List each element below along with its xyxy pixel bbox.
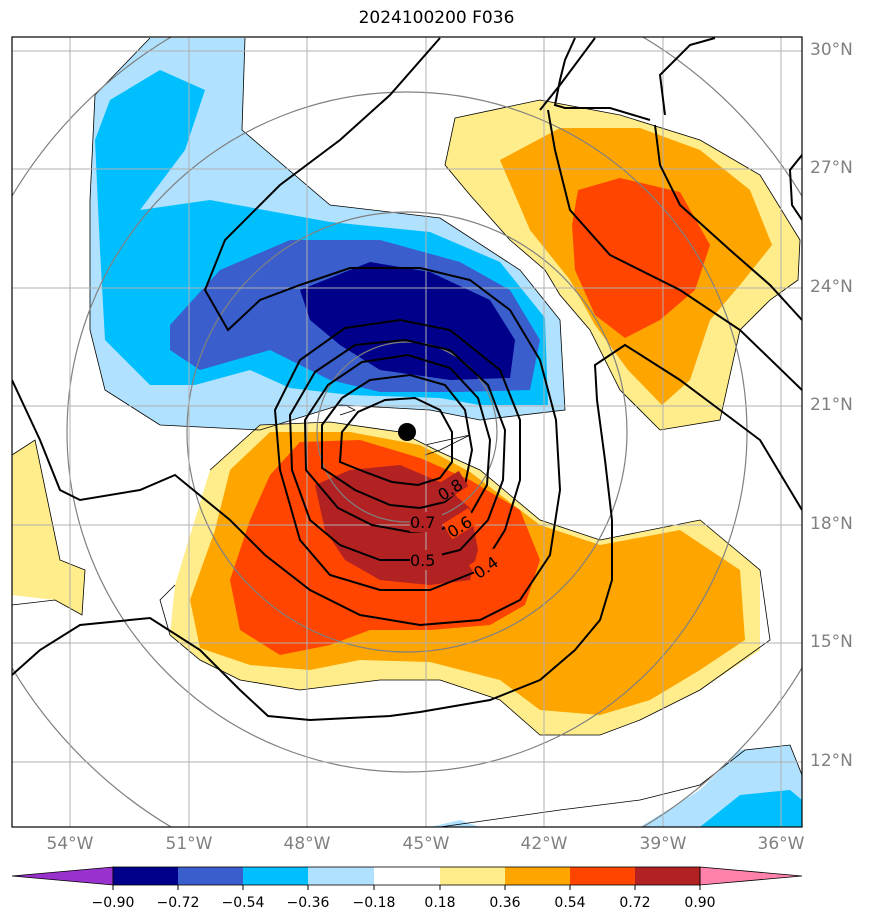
- lat-label-21n: 21°N: [810, 395, 853, 415]
- lat-label-18n: 18°N: [810, 514, 853, 534]
- lat-label-15n: 15°N: [810, 632, 853, 652]
- colorbar-tick-label: 0.18: [424, 895, 456, 911]
- lon-label-54w: 54°W: [46, 834, 94, 854]
- colorbar-tick-label: 0.54: [554, 895, 586, 911]
- graticule: [12, 37, 802, 827]
- thin-contours: [12, 37, 802, 827]
- colorbar-extend-max: [699, 866, 803, 886]
- lat-label-24n: 24°N: [810, 277, 853, 297]
- contour-label-0.5: 0.5: [410, 551, 435, 570]
- shade-ne-054: [572, 178, 710, 338]
- colorbar-tick-label: −0.90: [91, 895, 135, 911]
- colorbar-tick-label: −0.18: [352, 895, 396, 911]
- colorbar-bin-1: [113, 867, 178, 885]
- colorbar-bin-4: [308, 867, 374, 885]
- colorbar-bin-3: [243, 867, 308, 885]
- contour-label-0.7: 0.7: [410, 513, 435, 532]
- thick-contours: [12, 37, 802, 722]
- colorbar-tick-label: −0.36: [286, 895, 330, 911]
- colorbar-extend-min: [11, 866, 114, 886]
- lon-label-45w: 45°W: [402, 834, 450, 854]
- storm-center-marker: [398, 423, 416, 441]
- colorbar-bin-7: [505, 867, 570, 885]
- colorbar-bin-5: [374, 867, 440, 885]
- colorbar-tick-label: −0.72: [156, 895, 200, 911]
- map-title: 2024100200 F036: [358, 8, 515, 28]
- colorbar-tick-label: 0.90: [684, 895, 716, 911]
- colorbar-tick-label: 0.36: [489, 895, 521, 911]
- colorbar-bin-2: [178, 867, 243, 885]
- shade-se-036: [700, 790, 802, 827]
- shade-w-018: [12, 440, 85, 615]
- lat-label-27n: 27°N: [810, 158, 853, 178]
- range-rings: [12, 37, 802, 827]
- colorbar: [11, 866, 803, 890]
- shade-s-018: [430, 820, 480, 827]
- lat-label-30n: 30°N: [810, 40, 853, 60]
- colorbar-bin-6: [440, 867, 505, 885]
- colorbar-tick-label: 0.72: [619, 895, 651, 911]
- lon-label-36w: 36°W: [757, 834, 805, 854]
- plot-frame: [11, 36, 803, 828]
- lon-label-39w: 39°W: [639, 834, 687, 854]
- lon-label-42w: 42°W: [520, 834, 568, 854]
- lat-label-12n: 12°N: [810, 751, 853, 771]
- lon-label-48w: 48°W: [283, 834, 331, 854]
- colorbar-tick-label: −0.54: [221, 895, 265, 911]
- colorbar-bin-8: [570, 867, 635, 885]
- lon-label-51w: 51°W: [165, 834, 213, 854]
- colorbar-bin-9: [635, 867, 700, 885]
